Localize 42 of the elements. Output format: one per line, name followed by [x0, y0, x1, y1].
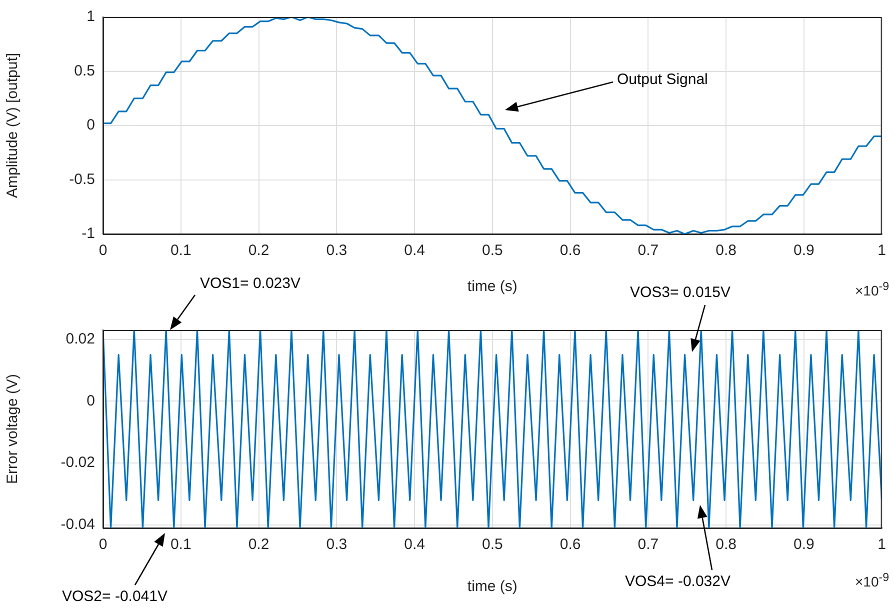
- annotation: Output Signal: [617, 71, 708, 89]
- text: VOS4= -0.032V: [625, 573, 730, 591]
- x-tick-label: 0: [98, 536, 108, 554]
- x-tick-label: 0.3: [326, 242, 348, 260]
- text: ×10$^{-9}$: [855, 570, 890, 591]
- y-tick-label: 0: [86, 392, 95, 410]
- x-tick-label: 0: [98, 242, 108, 260]
- x-tick-label: 0.6: [560, 242, 581, 260]
- y-tick-label: 1: [86, 8, 95, 26]
- y-tick-label: -1: [82, 225, 95, 242]
- text: ×10$^{-9}$: [855, 279, 890, 300]
- x-tick-label: 0.1: [170, 242, 192, 260]
- y-tick-label: -0.02: [60, 454, 95, 472]
- x-tick-label: 0.3: [326, 536, 348, 554]
- x-tick-label: 0.4: [404, 242, 425, 260]
- x-tick-label: 1: [878, 242, 886, 260]
- y-tick-label: 0.02: [66, 330, 95, 348]
- x-tick-label: 0.7: [638, 242, 659, 260]
- x-tick-label: 0.2: [248, 242, 270, 260]
- x-tick-label: 0.5: [482, 536, 503, 554]
- y-tick-label: -0.04: [60, 516, 95, 534]
- y-axis-title: Amplitude (V) [output]: [4, 52, 22, 198]
- x-axis-title: time (s): [467, 578, 518, 596]
- x-tick-label: 0.8: [716, 242, 736, 260]
- y-tick-label: 0: [86, 116, 95, 134]
- x-tick-label: 0.6: [560, 536, 581, 554]
- y-tick-label: -0.5: [69, 170, 95, 188]
- text: VOS1= 0.023V: [200, 275, 300, 293]
- x-tick-label: 1: [878, 536, 886, 554]
- y-tick-label: 0.5: [74, 62, 95, 80]
- x-tick-label: 0.5: [482, 242, 503, 260]
- x-axis-title: time (s): [467, 278, 518, 296]
- x-tick-label: 0.1: [170, 536, 192, 554]
- x-tick-label: 0.2: [248, 536, 270, 554]
- x-tick-label: 0.8: [716, 536, 736, 554]
- x-tick-label: 0.9: [794, 242, 814, 260]
- x-tick-label: 0.4: [404, 536, 425, 554]
- x-tick-label: 0.9: [794, 536, 814, 554]
- text: VOS3= 0.015V: [630, 284, 730, 302]
- x-tick-label: 0.7: [638, 536, 659, 554]
- y-axis-title: Error voltage (V): [4, 374, 22, 484]
- text: VOS2= -0.041V: [62, 588, 168, 606]
